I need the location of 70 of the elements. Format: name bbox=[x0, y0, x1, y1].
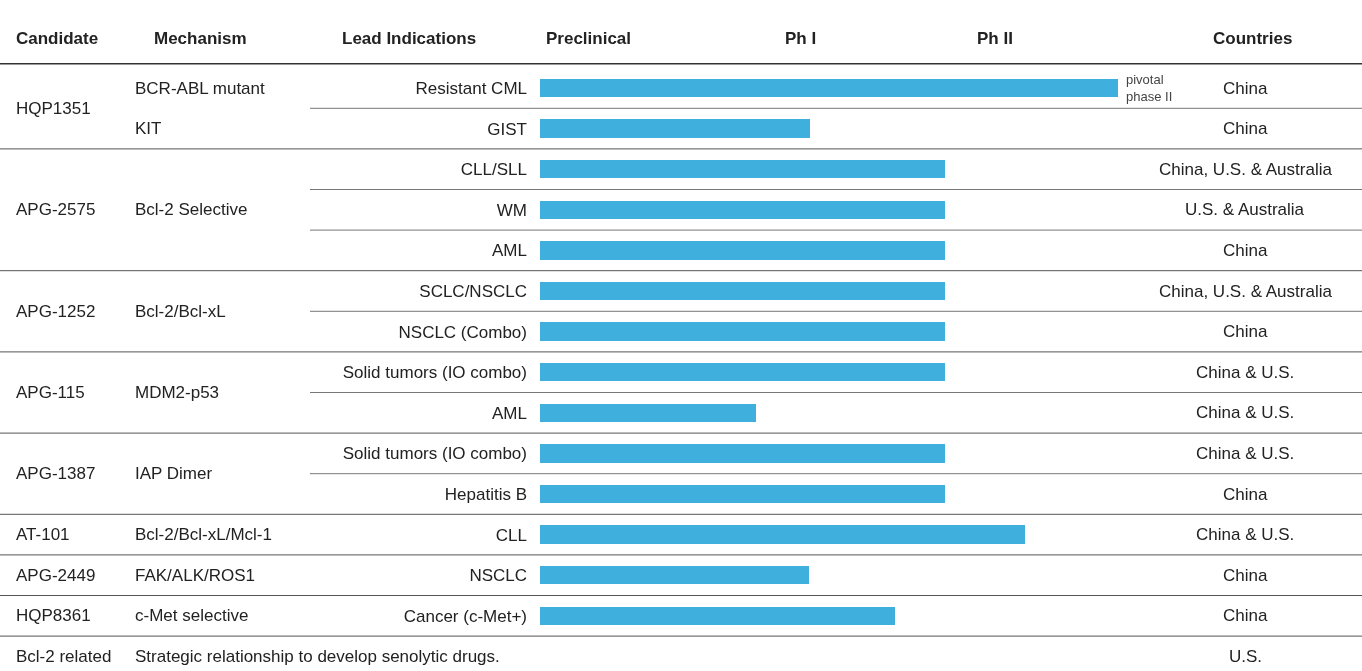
text: Countries bbox=[1213, 29, 1293, 48]
y-tick-label: AML bbox=[492, 403, 527, 423]
text: MDM2-p53 bbox=[135, 383, 220, 402]
bar bbox=[540, 201, 945, 219]
text: APG-1387 bbox=[16, 464, 96, 483]
text: China & U.S. bbox=[1196, 525, 1295, 544]
text: China, U.S. & Australia bbox=[1159, 282, 1333, 301]
text: APG-2575 bbox=[16, 200, 96, 219]
bar bbox=[540, 363, 945, 381]
text: China bbox=[1223, 606, 1268, 625]
text: Preclinical bbox=[546, 29, 632, 48]
text: Bcl-2 related bbox=[16, 647, 112, 666]
bar bbox=[540, 607, 895, 625]
text: APG-2449 bbox=[16, 566, 96, 585]
text: China, U.S. & Australia bbox=[1159, 160, 1333, 179]
text: China bbox=[1223, 79, 1268, 98]
text: Ph II bbox=[977, 29, 1013, 48]
text: HQP8361 bbox=[16, 606, 91, 625]
bar bbox=[540, 282, 945, 300]
bar bbox=[540, 241, 945, 260]
bar bbox=[540, 525, 1025, 544]
y-tick-label: GIST bbox=[487, 119, 527, 139]
y-tick-label: Solid tumors (IO combo) bbox=[342, 363, 527, 383]
y-tick-label: Solid tumors (IO combo) bbox=[342, 444, 527, 464]
y-tick-label: WM bbox=[496, 200, 527, 220]
text: APG-1252 bbox=[16, 302, 96, 321]
text: China bbox=[1223, 566, 1268, 585]
bar bbox=[540, 444, 945, 463]
bar bbox=[540, 322, 945, 341]
text: China bbox=[1223, 241, 1268, 260]
y-tick-label: NSCLC (Combo) bbox=[398, 322, 527, 342]
text: KIT bbox=[135, 119, 162, 138]
text: IAP Dimer bbox=[135, 464, 213, 483]
text: Lead Indications bbox=[342, 29, 477, 48]
text: FAK/ALK/ROS1 bbox=[135, 566, 255, 585]
text: Bcl-2 Selective bbox=[135, 200, 248, 219]
text: Bcl-2/Bcl-xL/Mcl-1 bbox=[135, 525, 272, 544]
text: U.S. & Australia bbox=[1185, 200, 1305, 219]
text: Mechanism bbox=[154, 29, 247, 48]
text: Candidate bbox=[16, 29, 99, 48]
text: China bbox=[1223, 322, 1268, 341]
y-tick-label: AML bbox=[492, 241, 527, 261]
text: Bcl-2/Bcl-xL bbox=[135, 302, 226, 321]
bar bbox=[540, 404, 756, 422]
bar bbox=[540, 566, 809, 584]
text: Ph I bbox=[785, 29, 817, 48]
text: AT-101 bbox=[16, 525, 70, 544]
annotation: pivotal phase II bbox=[1126, 72, 1173, 104]
text: U.S. bbox=[1229, 647, 1263, 666]
y-tick-label: CLL/SLL bbox=[460, 160, 527, 180]
text: c-Met selective bbox=[135, 606, 249, 625]
text: China & U.S. bbox=[1196, 403, 1295, 422]
y-tick-label: NSCLC bbox=[469, 566, 527, 586]
text: China bbox=[1223, 119, 1268, 138]
y-tick-label: Resistant CML bbox=[415, 78, 527, 98]
bar bbox=[540, 119, 810, 138]
bar bbox=[540, 485, 945, 503]
y-tick-label: CLL bbox=[495, 525, 527, 545]
text: BCR-ABL mutant bbox=[135, 79, 266, 98]
y-tick-label: Hepatitis B bbox=[444, 484, 527, 504]
text: HQP1351 bbox=[16, 99, 91, 118]
y-tick-label: Cancer (c-Met+) bbox=[403, 606, 527, 626]
text: China bbox=[1223, 485, 1268, 504]
text: APG-115 bbox=[16, 383, 85, 402]
text: Strategic relationship to develop senolytic drugs. bbox=[135, 647, 500, 666]
text: China & U.S. bbox=[1196, 444, 1295, 463]
text: China & U.S. bbox=[1196, 363, 1295, 382]
bar bbox=[540, 160, 945, 178]
y-tick-label: SCLC/NSCLC bbox=[419, 281, 527, 301]
bar bbox=[540, 79, 1118, 97]
